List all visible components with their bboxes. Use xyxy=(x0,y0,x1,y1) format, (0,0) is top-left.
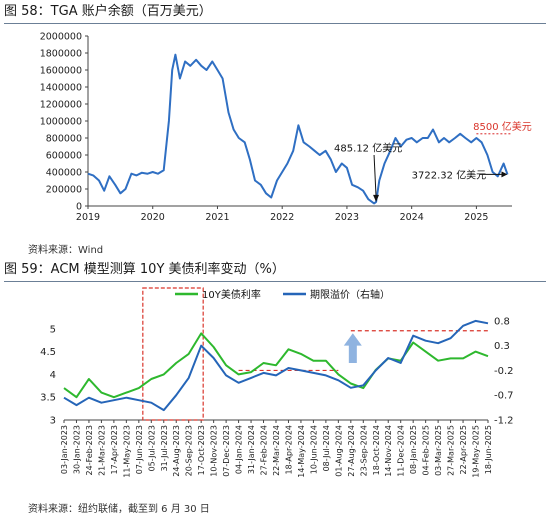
tga-balance-chart: 0 200000 400000 600000 800000 1000000 1200000 1… xyxy=(40,32,532,224)
x-tick-label: 20-Sep-2023 xyxy=(185,425,194,476)
x-tick-label: 22-Mar-2024 xyxy=(272,425,281,476)
y-left-tick-label: 3 xyxy=(50,416,56,427)
figure2-title-rule xyxy=(4,281,546,282)
y-right-tick-label: -1.2 xyxy=(494,416,514,427)
x-tick-label: 08-Jan-2025 xyxy=(409,425,418,474)
y-tick-label: 0 xyxy=(76,202,82,213)
y-right-tick-label: -0.2 xyxy=(494,366,514,377)
x-tick-label: 23-Sep-2024 xyxy=(359,425,368,476)
annotation-latest-label: 3722.32 亿美元 xyxy=(412,168,487,181)
y-tick-label: 200000 xyxy=(46,185,82,196)
figure2-source: 资料来源：纽约联储，截至到 6 月 30 日 xyxy=(28,504,210,515)
highlight-dashed-box xyxy=(142,287,204,421)
y-tick-label: 1200000 xyxy=(40,100,82,111)
figure1-title-rule xyxy=(4,23,546,24)
x-tick-label: 31-Jul-2023 xyxy=(160,425,169,471)
y-right-tick-label: 0.8 xyxy=(494,316,510,327)
x-tick-label: 08-Jul-2024 xyxy=(322,425,331,471)
x-tick-label: 11-Dec-2024 xyxy=(397,425,406,477)
x-tick-label: 19-May-2025 xyxy=(472,425,481,478)
x-tick-label: 17-Oct-2023 xyxy=(197,425,206,475)
up-arrow-icon xyxy=(343,333,362,363)
y-tick-label: 800000 xyxy=(46,134,82,145)
x-tick-label: 27-Mar-2025 xyxy=(447,425,456,476)
y-tick-label: 1600000 xyxy=(40,66,82,77)
tga-balance-line xyxy=(87,53,509,205)
y-tick-label: 1800000 xyxy=(40,49,82,60)
x-tick-label: 14-Nov-2024 xyxy=(384,425,393,477)
x-tick-label: 18-Jun-2025 xyxy=(484,425,493,474)
y-left-tick-label: 5 xyxy=(50,324,56,335)
legend-label-yield: 10Y美债利率 xyxy=(202,288,261,301)
x-tick-label: 2025 xyxy=(464,212,488,223)
x-tick-label: 10-Jun-2024 xyxy=(309,425,318,474)
x-tick-label: 03-Mar-2025 xyxy=(434,425,443,476)
y-tick-label: 1000000 xyxy=(40,117,82,128)
x-tick-label: 10-Nov-2023 xyxy=(210,425,219,477)
x-tick-label: 22-Apr-2025 xyxy=(459,425,468,474)
acm-treasury-chart: 10Y美债利率 期限溢价（右轴） 3 3.5 4 4.5 5 -1.2 -0.7 -0.2 0.3 0… xyxy=(40,287,514,478)
annotation-min-arrow xyxy=(373,154,377,197)
x-tick-label: 01-Aug-2024 xyxy=(334,425,343,477)
legend-label-term-premium: 期限溢价（右轴） xyxy=(310,288,390,301)
y-left-tick-label: 4 xyxy=(50,370,56,381)
figure1-title: 图 58：TGA 账户余额（百万美元） xyxy=(4,4,212,19)
x-tick-label: 07-Dec-2023 xyxy=(222,425,231,477)
x-tick-label: 27-Aug-2024 xyxy=(347,425,356,477)
x-tick-label: 07-Jun-2023 xyxy=(135,425,144,474)
annotation-target-label: 8500 亿美元 xyxy=(473,120,532,133)
figure2-title: 图 59：ACM 模型测算 10Y 美债利率变动（%） xyxy=(4,262,285,277)
x-tick-label: 2019 xyxy=(76,212,100,223)
figure1-source: 资料来源：Wind xyxy=(28,245,104,256)
y-left-tick-label: 3.5 xyxy=(40,393,56,404)
x-tick-label: 17-Apr-2023 xyxy=(110,425,119,474)
y-right-tick-label: 0.3 xyxy=(494,341,510,352)
x-tick-label: 24-Feb-2023 xyxy=(85,425,94,475)
x-tick-label: 18-Apr-2024 xyxy=(284,425,293,474)
annotation-min-label: 485.12 亿美元 xyxy=(334,142,402,155)
x-tick-label: 2021 xyxy=(205,212,229,223)
x-tick-label: 04-Feb-2025 xyxy=(422,425,431,475)
x-tick-label: 03-Jan-2023 xyxy=(60,425,69,474)
x-tick-label: 2020 xyxy=(141,212,165,223)
term-premium-line xyxy=(63,319,489,412)
y-tick-label: 400000 xyxy=(46,168,82,179)
y-tick-label: 600000 xyxy=(46,151,82,162)
x-tick-label: 18-Oct-2024 xyxy=(372,425,381,475)
y-right-tick-label: -0.7 xyxy=(494,391,514,402)
annotation-latest-arrowhead xyxy=(501,171,508,178)
x-tick-label: 2022 xyxy=(270,212,294,223)
y-tick-label: 1400000 xyxy=(40,83,82,94)
y-tick-label: 2000000 xyxy=(40,32,82,43)
x-tick-label: 27-Feb-2024 xyxy=(260,425,269,475)
x-tick-label: 31-Jan-2024 xyxy=(247,425,256,474)
x-tick-label: 30-Jan-2023 xyxy=(72,425,81,474)
x-tick-label: 14-May-2024 xyxy=(297,425,306,478)
annotation-min-arrowhead xyxy=(373,194,380,202)
x-tick-label: 2024 xyxy=(400,212,424,223)
x-tick-label: 21-Mar-2023 xyxy=(97,425,106,476)
yield-10y-line xyxy=(63,332,489,399)
y-left-tick-label: 4.5 xyxy=(40,347,56,358)
x-tick-label: 04-Jan-2024 xyxy=(235,425,244,474)
x-tick-label: 2023 xyxy=(335,212,359,223)
x-tick-label: 05-Jul-2023 xyxy=(147,425,156,471)
x-tick-label: 11-May-2023 xyxy=(122,425,131,478)
x-tick-label: 24-Aug-2023 xyxy=(172,425,181,477)
